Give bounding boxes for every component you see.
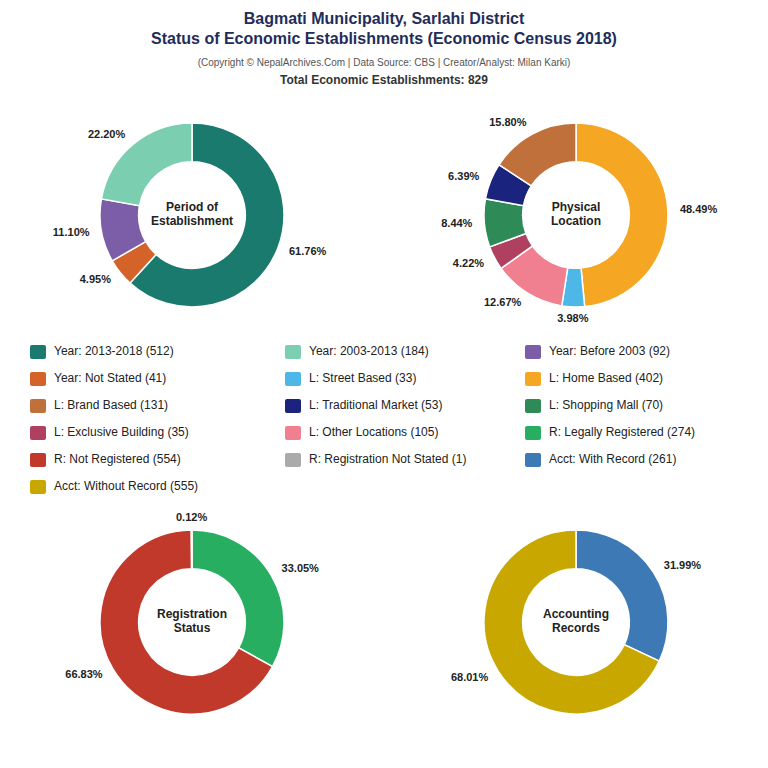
pie-title-line: Status [174,621,211,635]
data-label: 4.22% [453,257,484,269]
legend-label: R: Registration Not Stated (1) [309,452,466,466]
legend: Year: 2013-2018 (512) Year: Not Stated (4… [30,344,695,494]
slice: Acct: With Record (261) [576,530,668,661]
slice: Acct: Without Record (555) [484,530,659,714]
pie-title-line: Location [551,214,601,228]
chart: Bagmati Municipality, Sarlahi District St… [0,0,768,768]
legend-swatch [285,372,301,386]
legend-label: Year: Before 2003 (92) [549,344,670,358]
data-label: 12.67% [484,296,522,308]
legend-label: Acct: Without Record (555) [54,479,198,493]
data-label: 11.10% [53,226,90,238]
pie-title-line: Physical [552,200,601,214]
title-line: Bagmati Municipality, Sarlahi District [244,10,525,27]
slice: Year: Before 2003 (92) [100,199,146,261]
data-label: 6.39% [448,170,479,182]
legend-label: L: Exclusive Building (35) [54,425,189,439]
subtitle: (Copyright © NepalArchives.Com | Data So… [198,57,571,68]
donut: R: Legally Registered (274)R: Not Regist… [100,530,284,714]
background [0,0,768,768]
legend-swatch [525,372,541,386]
legend-swatch [525,399,541,413]
legend-swatch [30,345,46,359]
pie-title: AccountingRecords [543,607,609,635]
pie-title-line: Accounting [543,607,609,621]
data-label: 61.76% [289,245,327,257]
legend-swatch [285,399,301,413]
data-label: 15.80% [489,116,527,128]
legend-swatch [30,372,46,386]
pie-title: RegistrationStatus [157,607,227,635]
slice: R: Legally Registered (274) [192,530,284,667]
legend-label: L: Shopping Mall (70) [549,398,663,412]
slice: L: Shopping Mall (70) [484,199,526,247]
pie-title-line: Period of [166,200,219,214]
data-label: 8.44% [441,217,472,229]
slice: L: Brand Based (131) [499,123,576,186]
donut: Year: 2013-2018 (512)Year: Not Stated (4… [100,123,284,307]
data-label: 3.98% [557,312,588,324]
legend-label: L: Street Based (33) [309,371,416,385]
data-label: 33.05% [282,562,320,574]
pie-title-line: Establishment [151,214,233,228]
legend-swatch [285,453,301,467]
legend-label: L: Traditional Market (53) [309,398,442,412]
pie-title: Period ofEstablishment [151,200,233,228]
legend-swatch [525,345,541,359]
pie-title: PhysicalLocation [551,200,601,228]
pie-title-line: Records [552,621,600,635]
title-line: Status of Economic Establishments (Econo… [151,30,617,47]
title: Bagmati Municipality, Sarlahi District St… [151,10,617,47]
legend-swatch [285,345,301,359]
legend-label: L: Other Locations (105) [309,425,438,439]
legend-swatch [30,399,46,413]
legend-swatch [30,480,46,494]
data-label: 0.12% [176,511,207,523]
legend-label: Year: 2003-2013 (184) [309,344,429,358]
legend-label: R: Legally Registered (274) [549,425,695,439]
legend-swatch [30,453,46,467]
legend-label: L: Brand Based (131) [54,398,168,412]
data-label: 22.20% [88,128,126,140]
data-label: 68.01% [451,671,489,683]
legend-swatch [525,426,541,440]
donut: L: Home Based (402)L: Street Based (33)L… [484,123,668,307]
legend-label: Year: 2013-2018 (512) [54,344,174,358]
legend-swatch [30,426,46,440]
data-label: 31.99% [664,559,702,571]
donut: Acct: With Record (261)Acct: Without Rec… [484,530,668,714]
legend-swatch [525,453,541,467]
legend-label: L: Home Based (402) [549,371,663,385]
legend-label: Acct: With Record (261) [549,452,676,466]
data-label: 66.83% [65,668,103,680]
slice: R: Registration Not Stated (1) [191,530,193,569]
legend-label: R: Not Registered (554) [54,452,181,466]
annotation: Total Economic Establishments: 829 [280,73,488,87]
legend-label: Year: Not Stated (41) [54,371,166,385]
data-label: 48.49% [680,203,718,215]
data-label: 4.95% [80,273,111,285]
pie-title-line: Registration [157,607,227,621]
slice: R: Not Registered (554) [100,530,272,714]
legend-swatch [285,426,301,440]
